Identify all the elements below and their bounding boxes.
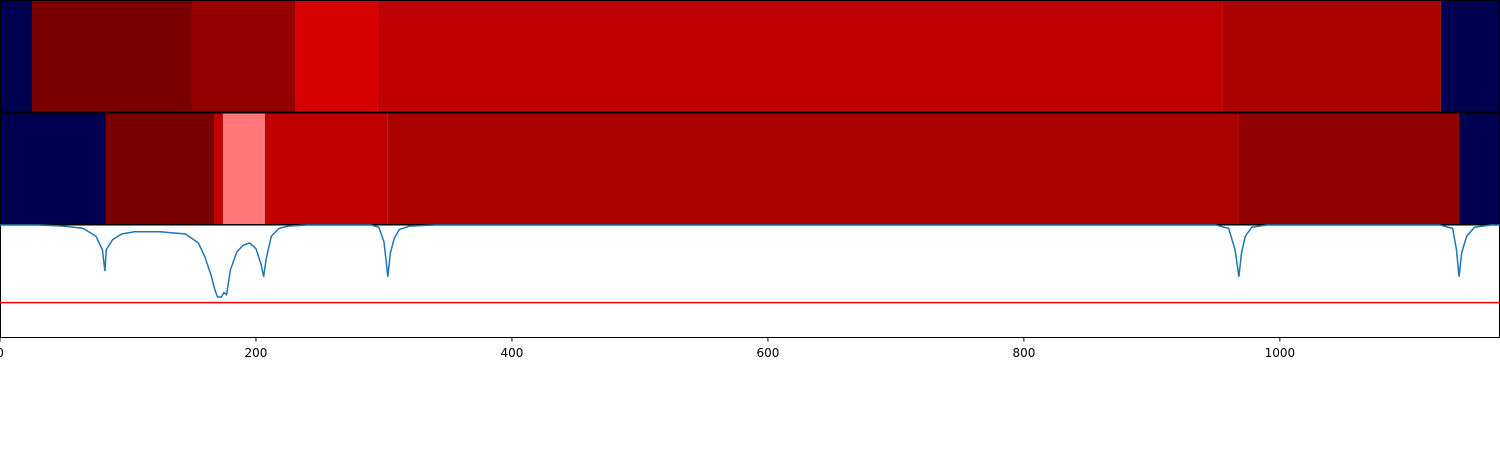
segment	[377, 0, 1223, 113]
segment	[105, 112, 214, 225]
segment	[1238, 112, 1460, 225]
segment	[213, 112, 223, 225]
segment	[1459, 112, 1500, 225]
segment	[191, 0, 296, 113]
signal-line	[0, 224, 1500, 298]
x-tick-label: 800	[1012, 346, 1035, 360]
segment	[1222, 0, 1441, 113]
segment	[31, 0, 192, 113]
plot-frame	[0, 224, 1500, 338]
x-tick-label: 1000	[1265, 346, 1296, 360]
segment	[222, 112, 265, 225]
segment	[295, 0, 378, 113]
x-tick-label: 200	[245, 346, 268, 360]
segment	[0, 112, 106, 225]
segment	[0, 0, 32, 113]
segment	[387, 112, 1239, 225]
x-tick-label: 0	[0, 346, 4, 360]
x-tick-label: 400	[500, 346, 523, 360]
x-tick-label: 600	[756, 346, 779, 360]
segment	[1440, 0, 1500, 113]
segment	[264, 112, 388, 225]
